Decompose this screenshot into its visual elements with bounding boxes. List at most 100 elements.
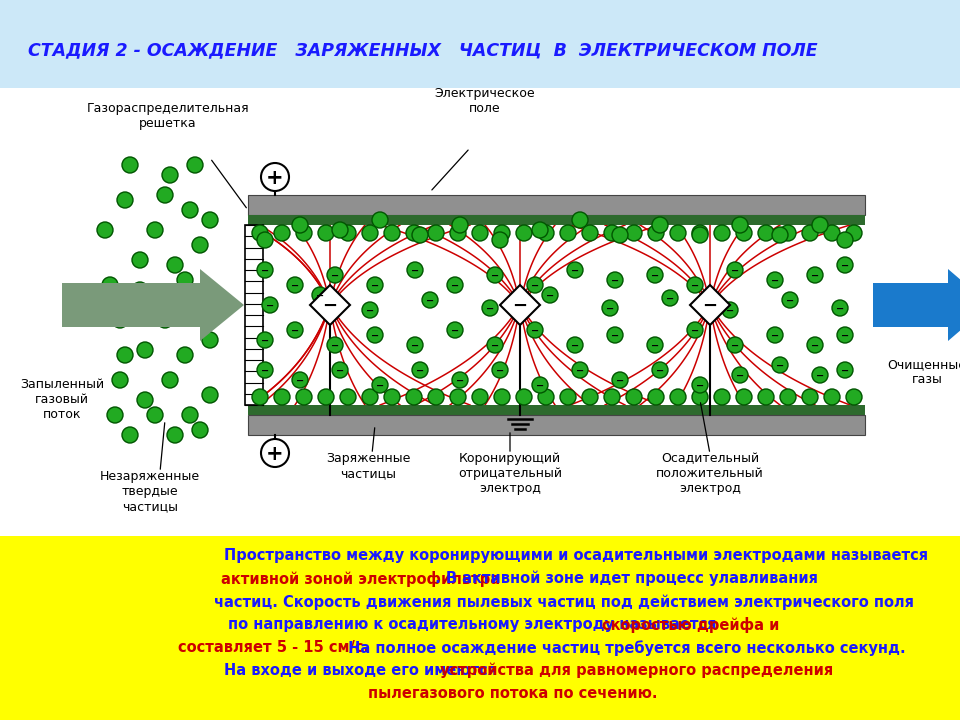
- Text: −: −: [776, 361, 784, 371]
- Polygon shape: [500, 285, 540, 325]
- Bar: [248, 415, 865, 435]
- Text: −: −: [296, 376, 304, 386]
- Circle shape: [182, 407, 198, 423]
- Circle shape: [626, 225, 642, 241]
- Circle shape: [732, 367, 748, 383]
- Circle shape: [287, 277, 303, 293]
- Bar: [0, 536, 960, 720]
- Circle shape: [767, 327, 783, 343]
- Text: −: −: [703, 297, 717, 315]
- Text: −: −: [411, 266, 420, 276]
- Text: −: −: [611, 276, 619, 286]
- Circle shape: [758, 225, 774, 241]
- Circle shape: [257, 232, 273, 248]
- Circle shape: [117, 192, 133, 208]
- Polygon shape: [200, 269, 244, 341]
- Polygon shape: [873, 283, 948, 327]
- Circle shape: [607, 272, 623, 288]
- Circle shape: [812, 367, 828, 383]
- Circle shape: [332, 222, 348, 238]
- Text: −: −: [691, 281, 699, 291]
- Circle shape: [452, 217, 468, 233]
- Circle shape: [604, 225, 620, 241]
- Circle shape: [177, 347, 193, 363]
- Circle shape: [516, 389, 532, 405]
- Circle shape: [802, 225, 818, 241]
- Circle shape: [147, 407, 163, 423]
- Text: активной зоной электрофильтра: активной зоной электрофильтра: [221, 571, 500, 587]
- Text: −: −: [451, 281, 459, 291]
- Circle shape: [542, 287, 558, 303]
- Text: Электрическое
поле: Электрическое поле: [435, 87, 536, 115]
- Circle shape: [287, 322, 303, 338]
- Circle shape: [807, 337, 823, 353]
- Text: −: −: [486, 304, 494, 314]
- Circle shape: [602, 300, 618, 316]
- Circle shape: [192, 237, 208, 253]
- Circle shape: [112, 312, 128, 328]
- Circle shape: [692, 389, 708, 405]
- Circle shape: [670, 389, 686, 405]
- Circle shape: [252, 389, 268, 405]
- Text: −: −: [536, 381, 544, 391]
- Circle shape: [318, 389, 334, 405]
- Text: −: −: [261, 336, 269, 346]
- Text: −: −: [771, 331, 780, 341]
- Text: −: −: [316, 291, 324, 301]
- Circle shape: [384, 225, 400, 241]
- Circle shape: [157, 312, 173, 328]
- Text: по направлению к осадительному электроду называется: по направлению к осадительному электроду…: [228, 617, 722, 632]
- Circle shape: [296, 225, 312, 241]
- Circle shape: [670, 225, 686, 241]
- Circle shape: [340, 225, 356, 241]
- Circle shape: [97, 222, 113, 238]
- Polygon shape: [310, 285, 350, 325]
- Circle shape: [332, 362, 348, 378]
- Circle shape: [192, 422, 208, 438]
- Circle shape: [560, 389, 576, 405]
- Text: −: −: [651, 271, 660, 281]
- Text: Очищенные
газы: Очищенные газы: [887, 358, 960, 386]
- Circle shape: [494, 389, 510, 405]
- Circle shape: [582, 225, 598, 241]
- Text: −: −: [323, 297, 338, 315]
- Circle shape: [846, 225, 862, 241]
- Circle shape: [780, 225, 796, 241]
- Circle shape: [527, 277, 543, 293]
- Circle shape: [147, 222, 163, 238]
- Circle shape: [137, 392, 153, 408]
- Circle shape: [652, 217, 668, 233]
- Circle shape: [492, 232, 508, 248]
- Circle shape: [692, 377, 708, 393]
- Circle shape: [626, 389, 642, 405]
- Circle shape: [837, 327, 853, 343]
- Circle shape: [274, 225, 290, 241]
- Text: −: −: [811, 341, 819, 351]
- Circle shape: [177, 272, 193, 288]
- Circle shape: [340, 389, 356, 405]
- Circle shape: [527, 322, 543, 338]
- Text: −: −: [651, 341, 660, 351]
- Circle shape: [846, 389, 862, 405]
- Polygon shape: [948, 269, 960, 341]
- Text: −: −: [491, 271, 499, 281]
- Circle shape: [662, 290, 678, 306]
- Circle shape: [736, 389, 752, 405]
- Text: −: −: [376, 381, 384, 391]
- Circle shape: [824, 225, 840, 241]
- Circle shape: [832, 300, 848, 316]
- Text: −: −: [836, 304, 844, 314]
- Text: пылегазового потока по сечению.: пылегазового потока по сечению.: [369, 686, 658, 701]
- Circle shape: [472, 225, 488, 241]
- Circle shape: [112, 372, 128, 388]
- Circle shape: [572, 362, 588, 378]
- Circle shape: [292, 217, 308, 233]
- Text: −: −: [261, 366, 269, 376]
- Bar: [245, 225, 263, 405]
- Text: составляет 5 - 15 см/с.: составляет 5 - 15 см/с.: [178, 640, 369, 655]
- Circle shape: [780, 389, 796, 405]
- Circle shape: [736, 225, 752, 241]
- Polygon shape: [62, 283, 200, 327]
- Text: На входе и выходе его имеются: На входе и выходе его имеются: [225, 663, 503, 678]
- Circle shape: [612, 372, 628, 388]
